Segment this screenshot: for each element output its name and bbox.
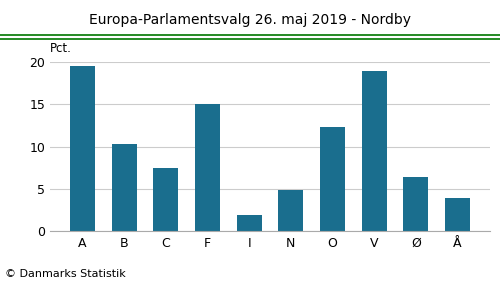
Text: Europa-Parlamentsvalg 26. maj 2019 - Nordby: Europa-Parlamentsvalg 26. maj 2019 - Nor… xyxy=(89,13,411,27)
Bar xyxy=(404,177,428,231)
Bar xyxy=(70,66,95,231)
Bar xyxy=(236,215,262,231)
Bar xyxy=(195,104,220,231)
Bar xyxy=(112,144,136,231)
Bar xyxy=(278,190,303,231)
Text: Pct.: Pct. xyxy=(50,42,72,55)
Bar xyxy=(445,198,470,231)
Bar xyxy=(362,71,386,231)
Bar xyxy=(320,127,345,231)
Bar xyxy=(154,168,178,231)
Text: © Danmarks Statistik: © Danmarks Statistik xyxy=(5,269,126,279)
